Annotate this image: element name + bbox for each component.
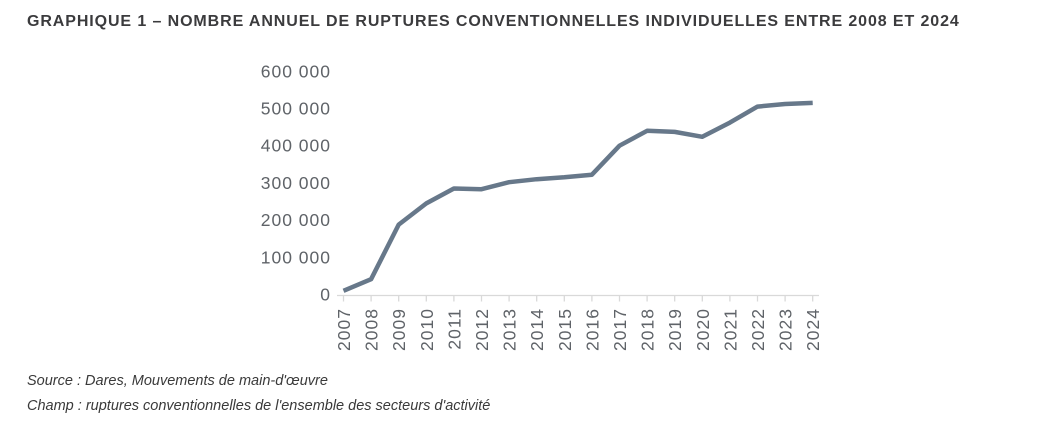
y-axis-label: 500 000 [261, 99, 331, 119]
x-axis-label: 2015 [555, 308, 575, 351]
x-axis-label: 2009 [389, 308, 409, 351]
x-axis-label: 2020 [693, 308, 713, 351]
y-axis-label: 400 000 [261, 136, 331, 156]
x-axis-label: 2010 [417, 308, 437, 351]
x-axis-label: 2012 [472, 308, 492, 351]
data-line-series [342, 100, 813, 293]
scope-note: Champ : ruptures conventionnelles de l'e… [27, 398, 491, 414]
chart-title: GRAPHIQUE 1 – NOMBRE ANNUEL DE RUPTURES … [27, 13, 960, 30]
y-axis-label: 300 000 [261, 173, 331, 193]
x-axis-label: 2013 [500, 308, 520, 351]
x-axis-label: 2011 [444, 308, 464, 350]
source-note: Source : Dares, Mouvements de main-d'œuv… [27, 373, 328, 389]
x-axis-label: 2017 [610, 308, 630, 351]
x-axis-label: 2008 [362, 308, 382, 351]
x-axis-label: 2016 [582, 308, 602, 351]
x-axis-label: 2007 [334, 308, 354, 351]
y-axis-label: 0 [320, 285, 331, 305]
x-axis-label: 2019 [665, 308, 685, 351]
x-axis-label: 2023 [776, 308, 796, 351]
x-axis-label: 2018 [638, 308, 658, 351]
x-axis-label: 2024 [803, 308, 823, 351]
x-axis-label: 2021 [720, 308, 740, 351]
x-axis-label: 2022 [748, 308, 768, 351]
y-axis-label: 200 000 [261, 210, 331, 230]
y-axis-label: 100 000 [261, 247, 331, 267]
chart-footnotes: Source : Dares, Mouvements de main-d'œuv… [27, 369, 490, 419]
y-axis-label: 600 000 [261, 61, 331, 81]
x-axis-label: 2014 [527, 308, 547, 351]
